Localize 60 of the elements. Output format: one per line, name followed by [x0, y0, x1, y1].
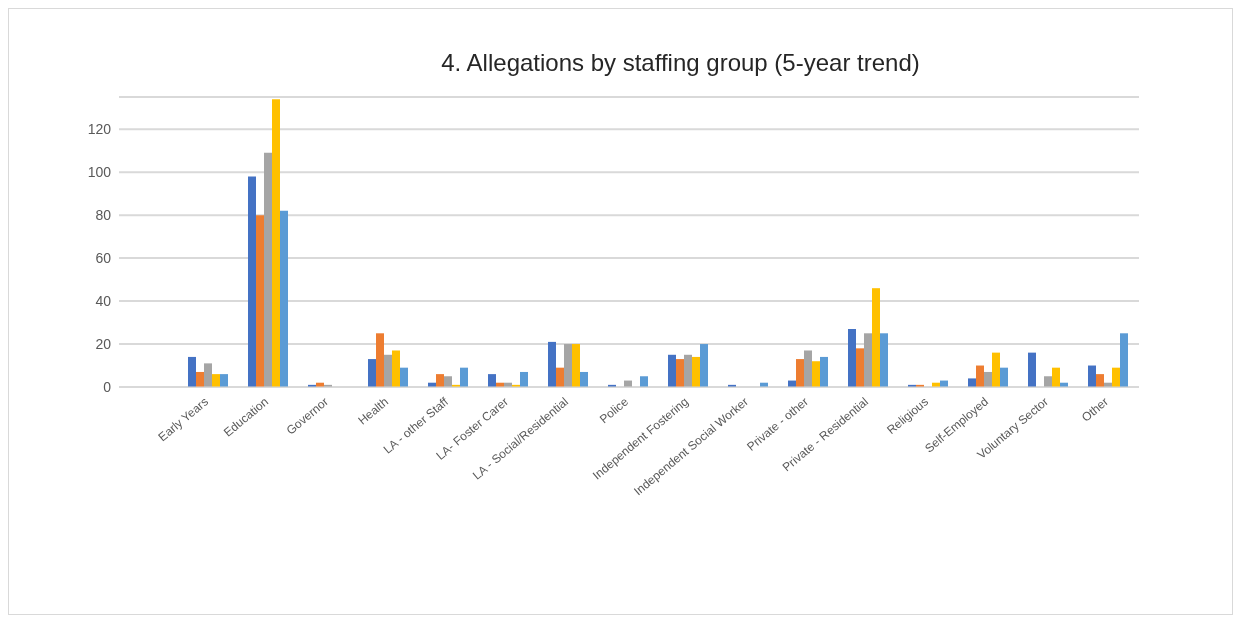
bar: [796, 359, 804, 387]
bar: [572, 344, 580, 387]
bar: [248, 176, 256, 387]
bar: [684, 354, 692, 387]
bar: [436, 374, 444, 387]
bar: [220, 374, 228, 387]
bar: [804, 350, 812, 387]
bar: [212, 374, 220, 387]
bar: [264, 152, 272, 387]
bar: [668, 354, 676, 387]
bar: [564, 344, 572, 387]
bar: [280, 210, 288, 387]
y-tick-label: 40: [95, 293, 112, 310]
bar: [392, 350, 400, 387]
bar: [984, 371, 992, 387]
y-tick-label: 80: [95, 207, 112, 224]
bar: [196, 371, 204, 387]
y-tick-label: 20: [95, 336, 112, 353]
bar: [848, 329, 856, 387]
bar: [444, 376, 452, 387]
bar: [556, 367, 564, 387]
bar: [864, 333, 872, 387]
bar: [520, 371, 528, 387]
bar: [856, 348, 864, 387]
bar: [400, 367, 408, 387]
bar: [1096, 374, 1104, 387]
bar: [376, 333, 384, 387]
chart-title: 4. Allegations by staffing group (5-year trend): [440, 49, 921, 77]
bar: [692, 356, 700, 387]
bar: [1120, 333, 1128, 387]
bar: [880, 333, 888, 387]
bar: [272, 99, 280, 387]
bar: [968, 378, 976, 387]
bar: [204, 363, 212, 387]
bar: [1052, 367, 1060, 387]
bar: [820, 356, 828, 387]
bar: [368, 359, 376, 387]
bar: [872, 288, 880, 387]
bar: [812, 361, 820, 387]
bar: [1112, 367, 1120, 387]
bar: [1028, 352, 1036, 387]
bar: [976, 365, 984, 387]
y-tick-label: 0: [103, 378, 112, 395]
bar: [548, 341, 556, 387]
bar: [256, 215, 264, 387]
bar: [700, 344, 708, 387]
bar: [992, 352, 1000, 387]
bar: [460, 367, 468, 387]
bar: [580, 371, 588, 387]
bar: [676, 359, 684, 387]
bar: [640, 376, 648, 387]
bar: [1044, 376, 1052, 387]
bar: [1088, 365, 1096, 387]
bar: [1000, 367, 1008, 387]
y-tick-label: 120: [87, 121, 112, 138]
y-tick-label: 100: [87, 164, 112, 181]
bar: [384, 354, 392, 387]
y-tick-label: 60: [95, 250, 112, 267]
bar: [188, 356, 196, 387]
bar: [488, 374, 496, 387]
